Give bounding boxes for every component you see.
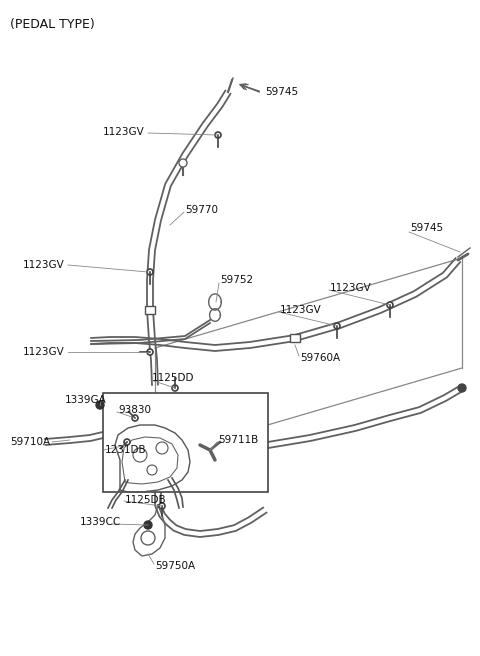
Text: (PEDAL TYPE): (PEDAL TYPE) bbox=[10, 18, 95, 31]
Circle shape bbox=[144, 521, 152, 529]
Circle shape bbox=[387, 302, 393, 308]
Text: 1339CC: 1339CC bbox=[80, 517, 121, 527]
Text: 59710A: 59710A bbox=[10, 437, 50, 447]
Text: 1123GV: 1123GV bbox=[330, 283, 372, 293]
Bar bbox=[145, 306, 155, 314]
Circle shape bbox=[147, 269, 153, 275]
Text: 1125DD: 1125DD bbox=[152, 373, 194, 383]
Text: 1339GA: 1339GA bbox=[65, 395, 107, 405]
Circle shape bbox=[124, 439, 130, 445]
Circle shape bbox=[215, 132, 221, 138]
Circle shape bbox=[159, 503, 165, 509]
Circle shape bbox=[96, 401, 104, 409]
Circle shape bbox=[156, 442, 168, 454]
Circle shape bbox=[133, 448, 147, 462]
Circle shape bbox=[458, 384, 466, 392]
Bar bbox=[290, 334, 300, 342]
Circle shape bbox=[147, 349, 153, 355]
Text: 1123GV: 1123GV bbox=[103, 127, 145, 137]
Text: 93830: 93830 bbox=[118, 405, 151, 415]
Circle shape bbox=[141, 531, 155, 545]
Text: 59760A: 59760A bbox=[300, 353, 340, 363]
Circle shape bbox=[179, 159, 187, 167]
Circle shape bbox=[147, 465, 157, 475]
Circle shape bbox=[132, 415, 138, 421]
Text: 1123GV: 1123GV bbox=[23, 260, 65, 270]
Text: 59750A: 59750A bbox=[155, 561, 195, 571]
Text: 1123GV: 1123GV bbox=[23, 347, 65, 357]
Circle shape bbox=[172, 385, 178, 391]
Text: 59745: 59745 bbox=[265, 87, 298, 97]
Text: 59711B: 59711B bbox=[218, 435, 258, 445]
Circle shape bbox=[334, 323, 340, 329]
Bar bbox=[103, 393, 268, 492]
Text: 59770: 59770 bbox=[185, 205, 218, 215]
Text: 59745: 59745 bbox=[410, 223, 443, 233]
Text: 1123GV: 1123GV bbox=[280, 305, 322, 315]
Text: 1125DB: 1125DB bbox=[125, 495, 167, 505]
Text: 59752: 59752 bbox=[220, 275, 253, 285]
Text: 1231DB: 1231DB bbox=[105, 445, 146, 455]
